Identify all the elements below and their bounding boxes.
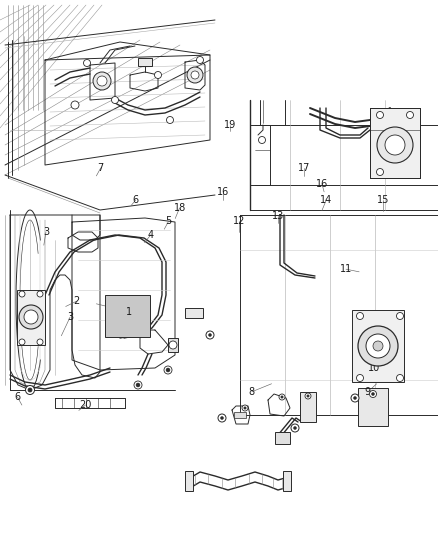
Circle shape [25,385,35,394]
Circle shape [164,366,172,374]
Circle shape [136,383,140,387]
Circle shape [353,397,357,400]
Circle shape [19,339,25,345]
Bar [185,308,203,318]
Text: 4: 4 [148,230,154,239]
Circle shape [377,111,384,118]
Circle shape [373,341,383,351]
Circle shape [258,136,265,143]
Text: 5: 5 [166,216,172,226]
Bar [358,388,388,426]
Text: 16: 16 [316,179,328,189]
Circle shape [279,394,285,400]
Circle shape [351,394,359,402]
Circle shape [97,76,107,86]
Circle shape [191,71,199,79]
Circle shape [218,414,226,422]
Bar [168,338,178,352]
Circle shape [19,305,43,329]
Circle shape [291,424,299,432]
Circle shape [220,416,223,419]
Circle shape [370,391,377,398]
Bar [234,412,246,418]
Bar [105,295,150,337]
Circle shape [206,331,214,339]
Circle shape [396,312,403,319]
Circle shape [24,310,38,324]
Text: 10: 10 [368,363,381,373]
Circle shape [377,168,384,175]
Circle shape [71,101,79,109]
Text: 8: 8 [249,387,255,397]
Circle shape [93,72,111,90]
Circle shape [371,392,374,395]
Circle shape [197,56,204,63]
Text: 14: 14 [320,195,332,205]
Bar [138,58,152,66]
Text: 18: 18 [173,203,186,213]
Circle shape [307,395,309,397]
Text: 1: 1 [126,307,132,317]
Circle shape [169,341,177,349]
Circle shape [385,135,405,155]
Circle shape [28,388,32,392]
Text: 6: 6 [14,392,21,402]
Circle shape [242,405,248,411]
Text: 7: 7 [98,163,104,173]
Circle shape [155,71,162,78]
Text: 13: 13 [272,211,284,221]
Circle shape [112,96,119,103]
Bar [275,432,290,444]
Text: 19: 19 [224,120,236,130]
Text: 16: 16 [217,187,230,197]
Bar [17,290,45,345]
Text: 20: 20 [79,400,92,410]
Circle shape [19,291,25,297]
Circle shape [377,127,413,163]
Text: 3: 3 [43,227,49,237]
Circle shape [134,381,142,389]
Circle shape [406,111,413,118]
Bar [300,392,316,422]
Text: 6: 6 [133,195,139,205]
Circle shape [37,339,43,345]
Circle shape [293,426,297,430]
Circle shape [358,326,398,366]
Circle shape [357,312,364,319]
Text: 2: 2 [74,296,80,306]
Circle shape [396,375,403,382]
Circle shape [357,375,364,382]
Bar [283,471,291,491]
Text: 3: 3 [67,312,73,322]
Circle shape [208,334,212,336]
Bar [370,108,420,178]
Circle shape [244,407,246,409]
Bar [352,310,404,382]
Bar [185,471,193,491]
Circle shape [166,368,170,372]
Circle shape [305,393,311,399]
Text: 11: 11 [340,264,352,274]
Circle shape [187,67,203,83]
Text: 12: 12 [233,216,245,226]
Text: 15: 15 [377,195,389,205]
Circle shape [366,334,390,358]
Circle shape [281,396,283,398]
Circle shape [84,60,91,67]
Text: 17: 17 [298,163,311,173]
Text: 9: 9 [365,387,371,397]
Circle shape [166,117,173,124]
Circle shape [37,291,43,297]
